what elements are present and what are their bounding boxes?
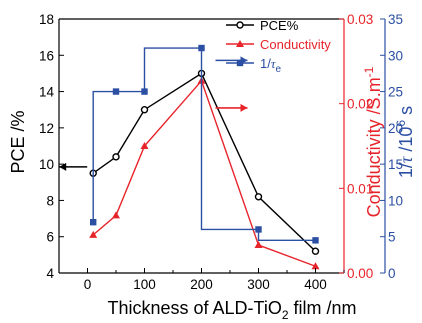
- series-line-0: [92, 72, 316, 252]
- series-line-2: [92, 47, 316, 242]
- data-point-1: [112, 211, 120, 219]
- y-right2-tick-label: 0: [388, 266, 396, 281]
- data-point-2: [255, 226, 262, 233]
- y-left-tick-label: 6: [46, 230, 54, 245]
- legend-marker-0: [236, 21, 244, 29]
- data-point-1: [89, 230, 98, 238]
- y-right2-tick-label: 30: [388, 48, 403, 63]
- legend: PCE% Conductivity 1/τe: [226, 18, 331, 75]
- y-right1-tick-label: 0.01: [347, 181, 373, 196]
- y-left-tick-label: 8: [46, 193, 54, 208]
- y-left-tick-label: 18: [39, 12, 54, 27]
- plot-frame: [58, 18, 386, 274]
- y-right2-tick-label: 35: [388, 12, 403, 27]
- y-left-tick-label: 14: [39, 85, 55, 100]
- x-tick-label: 100: [133, 277, 156, 292]
- data-point-2: [112, 88, 120, 95]
- data-point-0: [112, 153, 120, 161]
- y-right2-tick-label: 15: [388, 157, 403, 172]
- legend-label-1: Conductivity: [260, 37, 331, 52]
- data-point-0: [254, 193, 263, 201]
- y-right1-tick-label: 0.03: [347, 12, 373, 27]
- x-tick-label: 400: [304, 277, 327, 292]
- data-point-1: [254, 241, 263, 249]
- y-right2-tick-label: 5: [388, 230, 396, 245]
- y-right1-tick-label: 0.00: [347, 266, 373, 281]
- y-right1-tick-label: 0.02: [347, 97, 373, 112]
- data-point-2: [90, 219, 97, 226]
- data-point-2: [141, 88, 148, 95]
- y-left-tick-label: 16: [39, 48, 54, 63]
- y-right2-axis-label: 1/τ /106 s: [394, 106, 416, 178]
- legend-label-0: PCE%: [260, 18, 299, 33]
- y-left-tick-label: 10: [39, 157, 54, 172]
- legend-label-2: 1/τe: [260, 56, 282, 75]
- data-point-2: [198, 44, 205, 52]
- x-axis-label: Thickness of ALD-TiO2 film /nm: [107, 298, 356, 322]
- data-point-0: [311, 247, 320, 255]
- data-point-1: [311, 262, 320, 270]
- x-tick-label: 300: [247, 277, 270, 292]
- data-point-0: [140, 106, 149, 114]
- y-left-tick-label: 12: [39, 121, 54, 136]
- data-point-2: [312, 237, 319, 244]
- series-layer: [89, 44, 320, 270]
- data-point-1: [140, 142, 149, 149]
- y-right2-tick-label: 25: [388, 85, 403, 100]
- y-left-tick-label: 4: [46, 266, 54, 281]
- legend-marker-2: [236, 59, 244, 67]
- conductivity-axis-arrow-head: [240, 103, 248, 112]
- y-right2-tick-label: 20: [388, 121, 403, 136]
- x-tick-label: 0: [84, 277, 92, 292]
- y-left-axis-label: PCE /%: [8, 110, 28, 173]
- pce-axis-arrow-head: [59, 162, 67, 171]
- y-right2-tick-label: 10: [388, 193, 403, 208]
- axis-arrows: [59, 56, 248, 171]
- legend-marker-1: [236, 40, 244, 47]
- series-line-1: [92, 79, 316, 267]
- tau-axis-arrow-head: [240, 56, 248, 65]
- axis-layer: 0 100 200 300 40046810121416180.000.010.020.…: [39, 12, 403, 292]
- y-right1-axis-label: Conductivity /S.m-1: [362, 66, 384, 217]
- x-tick-label: 200: [190, 277, 213, 292]
